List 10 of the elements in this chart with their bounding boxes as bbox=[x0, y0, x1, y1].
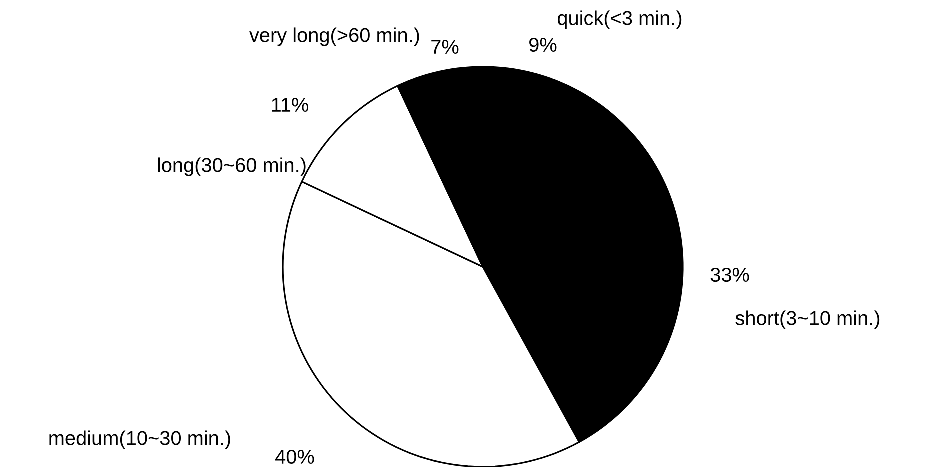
data-label: 9% bbox=[530, 38, 557, 52]
data-label: 7% bbox=[432, 40, 459, 54]
slice-label: long(30~60 min.) bbox=[158, 158, 306, 176]
data-label: 40% bbox=[276, 450, 314, 464]
data-label: 11% bbox=[272, 98, 308, 112]
slice-label: medium(10~30 min.) bbox=[50, 430, 230, 450]
data-label: 33% bbox=[710, 268, 750, 282]
slice-label: quick(<3 min.) bbox=[558, 10, 682, 30]
slice-label: very long(>60 min.) bbox=[250, 28, 420, 46]
slice-label: short(3~10 min.) bbox=[736, 310, 880, 330]
